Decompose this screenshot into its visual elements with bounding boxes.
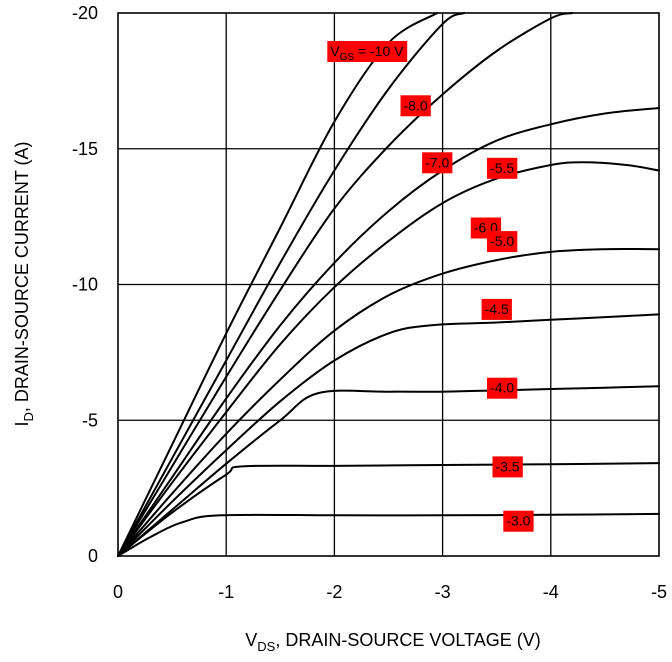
vgs-curve-label: -3.5 (492, 456, 523, 478)
curve-label-layer: VGS = -10 V-8.0-7.0-6.0-5.5-5.0-4.5-4.0-… (327, 41, 534, 532)
vgs-label-text: -4.5 (485, 301, 509, 317)
vgs-curve (117, 313, 660, 557)
y-tick-label: -5 (82, 410, 98, 430)
vgs-label-text: -8.0 (403, 97, 427, 113)
vgs-label-text: -3.5 (495, 458, 519, 474)
x-tick-label: -3 (435, 582, 451, 602)
y-tick-label: -15 (72, 139, 98, 159)
vgs-curve-label: -3.0 (503, 510, 534, 532)
vgs-label-background (503, 510, 534, 532)
y-axis-label: ID, DRAIN-SOURCE CURRENT (A) (12, 141, 36, 426)
x-axis-label-text: , DRAIN-SOURCE VOLTAGE (V) (275, 630, 540, 650)
x-tick-label: -4 (543, 582, 559, 602)
plot-frame (117, 12, 660, 557)
y-tick-label: -10 (72, 275, 98, 295)
vgs-curve-label: -5.5 (487, 157, 518, 179)
vgs-label-text: VGS = -10 V (330, 43, 404, 63)
vgs-curve (117, 385, 660, 557)
vgs-curve (117, 512, 660, 557)
vgs-curve (117, 161, 660, 557)
vgs-curve (117, 248, 660, 557)
y-axis-label-text: , DRAIN-SOURCE CURRENT (A) (12, 141, 32, 412)
x-axis-label-subscript: DS (257, 639, 275, 654)
vgs-curve-label: -8.0 (400, 95, 431, 117)
x-axis-label: VDS, DRAIN-SOURCE VOLTAGE (V) (245, 630, 540, 654)
grid-layer (118, 13, 659, 556)
x-axis-label-symbol: V (245, 630, 257, 650)
y-tick-label: 0 (88, 546, 98, 566)
vgs-curve-label: -4.5 (481, 298, 512, 320)
vgs-curve (117, 462, 660, 557)
vgs-label-background (481, 298, 512, 320)
vgs-label-text: -5.5 (490, 160, 514, 176)
vgs-label-background (487, 377, 518, 399)
vgs-label-background (492, 456, 523, 478)
y-axis-label-subscript: D (21, 412, 36, 421)
vgs-label-background (400, 95, 431, 117)
vgs-label-background (487, 231, 518, 253)
vgs-curve (117, 107, 660, 557)
x-tick-label: -2 (326, 582, 342, 602)
y-tick-label: -20 (72, 3, 98, 23)
x-tick-label: 0 (113, 582, 123, 602)
vgs-curve-label: -4.0 (487, 377, 518, 399)
vgs-label-background (422, 152, 453, 174)
vgs-label-text: -4.0 (490, 380, 514, 396)
vgs-label-text: -5.0 (490, 233, 514, 249)
curve-layer (117, 12, 660, 557)
tick-label-layer: 0 -1 -2 -3 -4 -5 0 -5 -10 -15 -20 (72, 3, 667, 602)
x-tick-label: -5 (651, 582, 667, 602)
x-tick-label: -1 (218, 582, 234, 602)
vgs-curve-label: -7.0 (422, 152, 453, 174)
vgs-curve (117, 12, 574, 557)
vgs-label-text: -7.0 (425, 154, 449, 170)
vgs-curve (117, 12, 466, 557)
y-axis-label-symbol: I (12, 422, 32, 427)
vgs-curve-label: -5.0 (487, 231, 518, 253)
vgs-label-text: -3.0 (506, 513, 530, 529)
vgs-label-background (487, 157, 518, 179)
vgs-curve-label: VGS = -10 V (327, 41, 408, 63)
vgs-label-background (327, 41, 408, 62)
